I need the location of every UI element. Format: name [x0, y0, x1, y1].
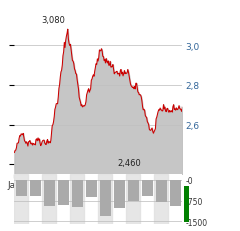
Bar	[98, 175, 112, 224]
Bar	[30, 180, 41, 196]
Bar	[126, 175, 140, 224]
Bar	[44, 180, 55, 206]
Bar	[170, 180, 181, 206]
Bar	[72, 180, 83, 207]
Bar	[142, 180, 153, 196]
Bar	[154, 175, 168, 224]
Bar	[16, 180, 27, 196]
Text: 2,460: 2,460	[117, 159, 141, 168]
Bar	[58, 180, 69, 205]
Bar	[42, 175, 56, 224]
Bar	[100, 180, 111, 216]
Text: 3,080: 3,080	[41, 16, 65, 25]
Bar	[128, 180, 139, 201]
Bar	[14, 175, 28, 224]
Bar	[86, 180, 97, 197]
Bar	[156, 180, 167, 202]
Bar	[70, 175, 84, 224]
Bar	[114, 180, 125, 208]
